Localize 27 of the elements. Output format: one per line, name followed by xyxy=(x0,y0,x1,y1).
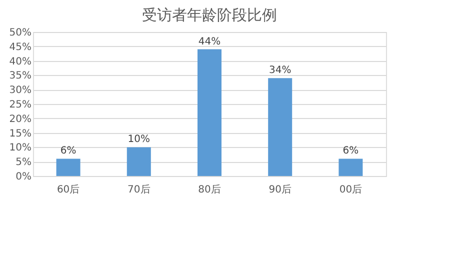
data-label: 6% xyxy=(60,146,76,157)
data-label: 10% xyxy=(128,134,150,146)
y-tick-label: 45% xyxy=(9,42,32,53)
x-tick-label: 90后 xyxy=(268,184,292,196)
y-tick-label: 50% xyxy=(9,28,32,38)
y-tick-label: 15% xyxy=(9,128,32,140)
x-tick-label: 00后 xyxy=(339,184,362,196)
y-tick-label: 30% xyxy=(9,85,32,96)
y-tick-label: 35% xyxy=(9,70,32,82)
bar xyxy=(198,49,222,176)
y-tick-label: 5% xyxy=(16,157,32,168)
x-tick-label: 60后 xyxy=(56,184,80,196)
data-label: 44% xyxy=(198,36,221,48)
y-tick-label: 10% xyxy=(9,142,32,154)
bar xyxy=(126,147,151,176)
data-label: 34% xyxy=(268,65,292,76)
x-tick-label: 80后 xyxy=(198,184,221,196)
y-tick-label: 0% xyxy=(16,172,32,182)
y-tick-label: 40% xyxy=(9,56,32,68)
data-label: 6% xyxy=(342,146,359,157)
chart-title: 受访者年龄阶段比例 xyxy=(142,6,277,24)
bar xyxy=(268,78,292,176)
x-tick-label: 70后 xyxy=(128,184,150,196)
y-tick-label: 20% xyxy=(9,114,32,125)
bar xyxy=(56,158,80,176)
y-tick-label: 25% xyxy=(9,100,32,110)
bar xyxy=(338,158,363,176)
